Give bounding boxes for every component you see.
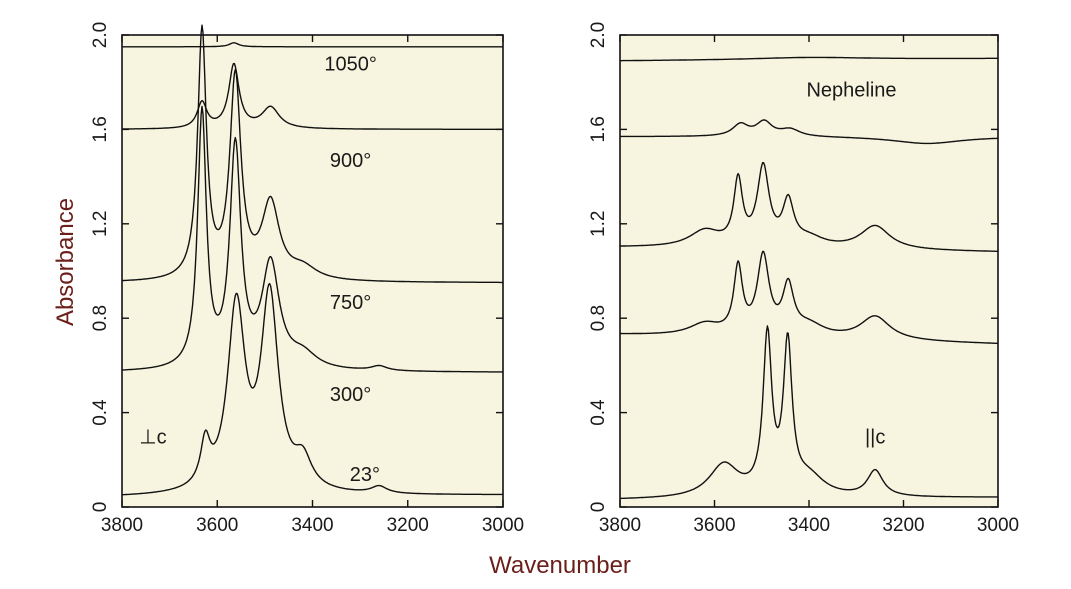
curve-annotation: 750° (330, 292, 371, 314)
y-tick-label: 0.4 (90, 399, 111, 426)
spectrum-line-4 (620, 56, 998, 62)
panel-parallel-c: 0 0.4 0.8 1.2 1.6 2.0 3800 3600 3400 3200 3000 Neph… (588, 22, 1019, 536)
y-tick-label: 1.6 (588, 116, 609, 142)
x-tick-label: 3800 (599, 515, 641, 536)
spectrum-line-1 (620, 250, 999, 345)
y-tick-label: 2.0 (90, 22, 111, 48)
spectrum-line-2 (121, 24, 503, 284)
x-tick-label: 3200 (387, 515, 429, 536)
x-tick-label: 3600 (693, 515, 735, 536)
x-tick-label: 3000 (977, 515, 1019, 536)
x-tick-label: 3400 (291, 515, 333, 536)
y-tick-label: 1.2 (90, 211, 111, 237)
x-axis-title: Wavenumber (489, 552, 631, 579)
spectrum-line-2 (620, 161, 998, 253)
y-tick-label: 2.0 (588, 22, 609, 48)
plot-background (620, 35, 998, 507)
x-tick-label: 3200 (882, 515, 924, 536)
spectrum-line-0 (121, 282, 503, 496)
curve-annotation: ||c (865, 426, 885, 448)
x-tick-label: 3600 (196, 515, 238, 536)
x-tick-label: 3400 (788, 515, 830, 536)
panel-perpendicular-c: 0 0.4 0.8 1.2 1.6 2.0 3800 3600 3400 3200 3000 1050… (90, 22, 524, 536)
spectrum-line-3 (620, 119, 998, 145)
y-tick-label: 1.2 (588, 211, 609, 237)
plot-frame (121, 34, 504, 508)
curve-annotation: Nepheline (806, 79, 896, 101)
curve-annotation: 300° (330, 384, 371, 406)
plot-background (122, 35, 503, 507)
y-tick-label: 0.8 (90, 305, 111, 331)
y-axis-title: Absorbance (52, 198, 79, 326)
spectrum-line-0 (620, 325, 998, 500)
x-tick-label: 3800 (101, 515, 143, 536)
spectrum-line-4 (122, 42, 503, 48)
y-tick-label: 0 (90, 502, 111, 513)
plot-frame (619, 34, 999, 508)
y-tick-label: 1.6 (90, 116, 111, 142)
curve-annotation: ⊥c (139, 426, 166, 448)
curve-annotation: 900° (330, 150, 371, 172)
curve-annotation: 1050° (324, 53, 377, 75)
spectrum-line-1 (121, 105, 503, 373)
x-tick-label: 3000 (482, 515, 524, 536)
y-tick-label: 0 (588, 502, 609, 513)
curve-annotation: 23° (350, 464, 380, 486)
y-tick-label: 0.8 (588, 305, 609, 331)
spectrum-line-3 (122, 62, 503, 131)
y-tick-label: 0.4 (588, 399, 609, 426)
